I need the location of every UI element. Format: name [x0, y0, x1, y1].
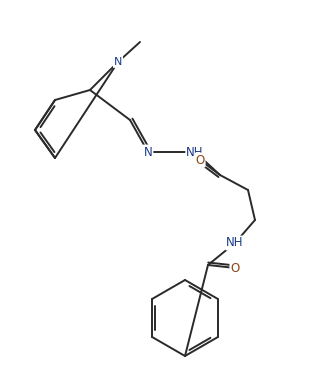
Text: NH: NH: [186, 145, 204, 159]
Text: O: O: [230, 262, 240, 275]
Text: O: O: [195, 153, 204, 167]
Text: N: N: [114, 57, 122, 67]
Text: N: N: [144, 145, 152, 159]
Text: NH: NH: [226, 236, 244, 250]
